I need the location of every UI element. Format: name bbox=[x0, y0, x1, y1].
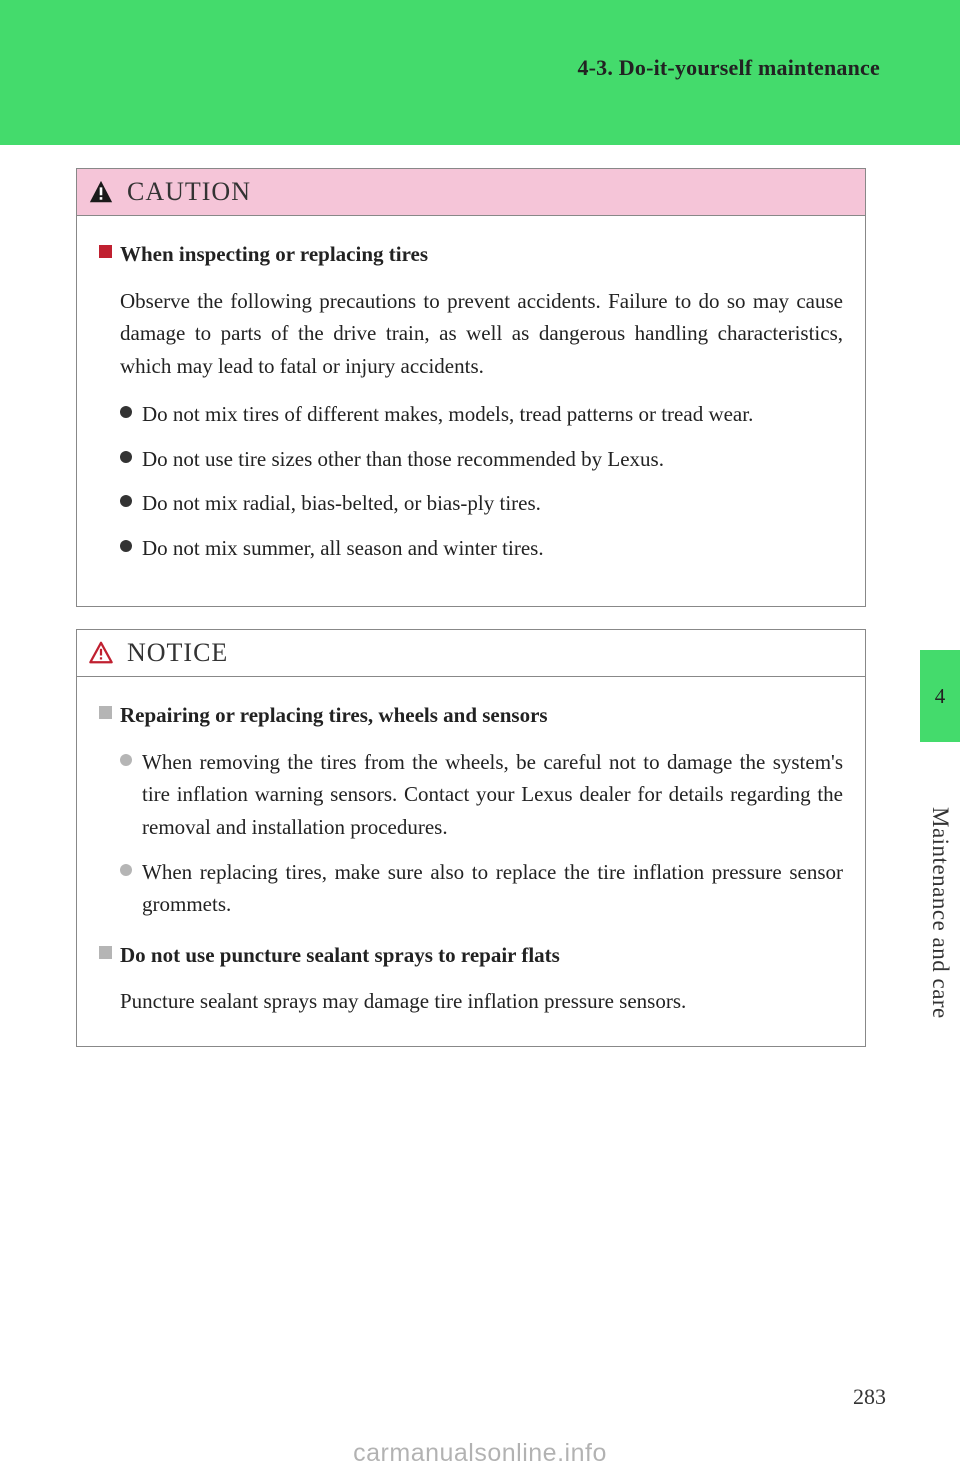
caution-body: When inspecting or replacing tires Obser… bbox=[77, 216, 865, 606]
chapter-label: Maintenance and care bbox=[927, 807, 953, 1019]
bullet-text: When removing the tires from the wheels,… bbox=[142, 746, 843, 844]
caution-icon bbox=[87, 178, 115, 206]
section-title: 4-3. Do-it-yourself maintenance bbox=[577, 55, 880, 81]
disc-icon bbox=[120, 451, 132, 463]
caution-section: When inspecting or replacing tires Obser… bbox=[99, 238, 843, 564]
disc-icon bbox=[120, 864, 132, 876]
square-bullet-icon bbox=[99, 706, 112, 719]
caution-title: CAUTION bbox=[127, 177, 251, 207]
notice-icon bbox=[87, 639, 115, 667]
content-area: CAUTION When inspecting or replacing tir… bbox=[76, 168, 866, 1069]
caution-head: CAUTION bbox=[77, 169, 865, 216]
watermark: carmanualsonline.info bbox=[0, 1439, 960, 1468]
caution-box: CAUTION When inspecting or replacing tir… bbox=[76, 168, 866, 607]
notice-heading-row: Repairing or replacing tires, wheels and… bbox=[99, 699, 843, 732]
bullet-text: When replacing tires, make sure also to … bbox=[142, 856, 843, 921]
caution-bullets: Do not mix tires of different makes, mod… bbox=[120, 398, 843, 564]
list-item: Do not mix radial, bias-belted, or bias-… bbox=[120, 487, 843, 520]
disc-icon bbox=[120, 406, 132, 418]
disc-icon bbox=[120, 540, 132, 552]
bullet-text: Do not mix summer, all season and winter… bbox=[142, 532, 843, 565]
list-item: Do not use tire sizes other than those r… bbox=[120, 443, 843, 476]
bullet-text: Do not use tire sizes other than those r… bbox=[142, 443, 843, 476]
list-item: When replacing tires, make sure also to … bbox=[120, 856, 843, 921]
notice-heading-2: Do not use puncture sealant sprays to re… bbox=[120, 939, 560, 972]
caution-heading-row: When inspecting or replacing tires bbox=[99, 238, 843, 271]
bullet-text: Do not mix tires of different makes, mod… bbox=[142, 398, 843, 431]
chapter-number: 4 bbox=[935, 684, 946, 709]
notice-section-1: Repairing or replacing tires, wheels and… bbox=[99, 699, 843, 920]
notice-box: NOTICE Repairing or replacing tires, whe… bbox=[76, 629, 866, 1046]
notice-bullets-1: When removing the tires from the wheels,… bbox=[120, 746, 843, 921]
caution-intro: Observe the following precautions to pre… bbox=[120, 285, 843, 383]
notice-heading-1: Repairing or replacing tires, wheels and… bbox=[120, 699, 548, 732]
notice-heading-row: Do not use puncture sealant sprays to re… bbox=[99, 939, 843, 972]
list-item: Do not mix tires of different makes, mod… bbox=[120, 398, 843, 431]
notice-title: NOTICE bbox=[127, 638, 228, 668]
disc-icon bbox=[120, 754, 132, 766]
page: 4-3. Do-it-yourself maintenance CAUTION bbox=[0, 0, 960, 1484]
notice-head: NOTICE bbox=[77, 630, 865, 677]
list-item: When removing the tires from the wheels,… bbox=[120, 746, 843, 844]
page-number: 283 bbox=[853, 1384, 886, 1410]
caution-heading: When inspecting or replacing tires bbox=[120, 238, 428, 271]
square-bullet-icon bbox=[99, 946, 112, 959]
square-bullet-icon bbox=[99, 245, 112, 258]
bullet-text: Do not mix radial, bias-belted, or bias-… bbox=[142, 487, 843, 520]
disc-icon bbox=[120, 495, 132, 507]
notice-intro-2: Puncture sealant sprays may damage tire … bbox=[120, 985, 843, 1018]
notice-body: Repairing or replacing tires, wheels and… bbox=[77, 677, 865, 1045]
list-item: Do not mix summer, all season and winter… bbox=[120, 532, 843, 565]
chapter-label-container: Maintenance and care bbox=[920, 748, 960, 1078]
chapter-tab: 4 bbox=[920, 650, 960, 742]
notice-section-2: Do not use puncture sealant sprays to re… bbox=[99, 939, 843, 1018]
